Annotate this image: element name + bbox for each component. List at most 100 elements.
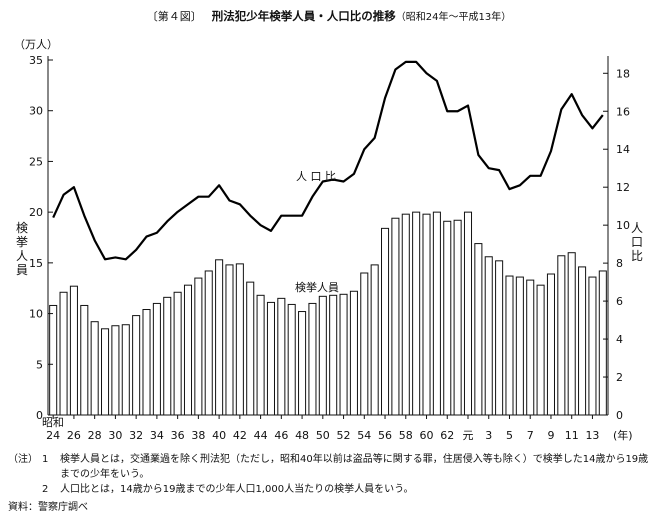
chart-period: （昭和24年～平成13年） [395,12,512,23]
left-tick-label: 10 [29,308,43,321]
note-number: 1 [42,454,49,465]
axis-label-char: 挙 [16,235,28,249]
arrest-bar [474,243,483,416]
x-tick-label: 34 [150,429,164,442]
chart-title: 刑法犯少年検挙人員・人口比の推移 [211,9,396,23]
arrest-bar [453,219,462,416]
left-axis-unit: （万人） [14,38,58,51]
source-note: 資料：警察庁調べ [8,502,88,513]
line-layer [52,60,604,261]
x-tick-label: 30 [108,429,122,442]
x-tick-label: 48 [295,429,309,442]
arrest-bar [557,255,566,416]
arrest-bar [225,264,234,416]
chart-title-block: 〔第４図〕 刑法犯少年検挙人員・人口比の推移（昭和24年～平成13年） [0,8,658,24]
x-tick-label: 9 [547,429,554,442]
arrest-bar [246,281,255,416]
arrest-bar [381,227,390,416]
arrest-bar [277,297,286,416]
right-tick-label: 0 [616,409,623,422]
notes: （注） 1 検挙人員とは，交通業過を除く刑法犯（ただし，昭和40年以前は盗品等に… [8,452,653,497]
left-tick-label: 30 [29,105,43,118]
arrest-bar [349,290,358,416]
left-tick-label: 5 [36,358,43,371]
arrest-bar [339,293,348,416]
x-tick-label: 11 [565,429,579,442]
x-tick-label: 62 [440,429,454,442]
arrest-bar [142,309,151,416]
arrest-bar [484,256,493,416]
arrest-bar [152,302,161,416]
arrest-bar [308,302,317,416]
x-axis-unit: (年) [613,428,633,442]
arrest-bar [515,276,524,416]
arrest-bar [287,303,296,416]
arrest-bar [298,311,307,416]
arrest-bar [360,272,369,416]
arrest-bar [49,304,58,416]
x-tick-label: 13 [585,429,599,442]
arrest-bar [505,275,514,416]
x-tick-label: 28 [88,429,102,442]
arrest-bar [318,295,327,416]
right-tick-label: 4 [616,333,623,346]
note-text: 人口比とは，14歳から19歳までの少年人口1,000人当たりの検挙人員をいう。 [60,484,414,495]
arrest-bar [235,263,244,416]
x-tick-label: 5 [506,429,513,442]
left-tick-label: 0 [36,409,43,422]
left-tick-label: 20 [29,206,43,219]
arrest-bar [329,294,338,416]
arrest-bar [59,291,68,416]
arrest-bar [526,279,535,416]
right-tick-label: 16 [616,105,630,118]
right-axis-label: 人口比 [631,221,643,263]
arrest-bar [463,211,473,416]
arrest-bar [266,301,275,416]
arrest-bar [132,315,141,416]
notes-head: （注） [8,454,38,465]
x-tick-label: 56 [378,429,392,442]
arrest-bar [567,252,576,416]
right-tick-label: 6 [616,295,623,308]
axis-label-char: 検 [16,221,28,235]
x-tick-label: 58 [399,429,413,442]
x-tick-label: 60 [420,429,434,442]
x-tick-label: 52 [337,429,351,442]
arrest-bar [101,328,110,416]
right-tick-label: 12 [616,181,630,194]
axis-label-char: 口 [631,235,643,249]
x-tick-label: 38 [191,429,205,442]
note-text: 検挙人員とは，交通業過を除く刑法犯（ただし，昭和40年以前は盗品等に関する罪，住… [60,454,649,480]
x-tick-label: 50 [316,429,330,442]
arrest-bar [495,260,504,416]
right-tick-label: 10 [616,219,630,232]
x-tick-label: 元 [463,429,474,442]
arrest-bar [546,273,555,416]
arrest-bar [111,325,120,416]
note-row-2: 2 人口比とは，14歳から19歳までの少年人口1,000人当たりの検挙人員をいう… [8,482,653,497]
x-tick-label: 36 [171,429,185,442]
x-tick-label: 24 [46,429,60,442]
x-tick-label: 26 [67,429,81,442]
arrest-bar [443,220,452,416]
arrest-bar [578,266,587,416]
left-tick-label: 25 [29,155,43,168]
arrest-bar [391,217,400,416]
arrest-bar [401,213,410,416]
left-axis-label: 検挙人員 [16,221,28,277]
axis-label-char: 比 [631,249,643,263]
arrest-bar [163,296,172,416]
axis-label-char: 人 [631,221,643,235]
right-tick-label: 14 [616,143,630,156]
arrest-bar [370,264,379,416]
left-tick-label: 15 [29,257,43,270]
arrest-bar [412,211,421,416]
line-series-label: 人 口 比 [296,170,336,183]
axis-label-char: 人 [16,249,28,263]
x-tick-label: 54 [357,429,371,442]
x-tick-label: 32 [129,429,143,442]
bar-series-label: 検挙人員 [295,280,339,294]
note-row-1: （注） 1 検挙人員とは，交通業過を除く刑法犯（ただし，昭和40年以前は盗品等に… [8,452,653,482]
